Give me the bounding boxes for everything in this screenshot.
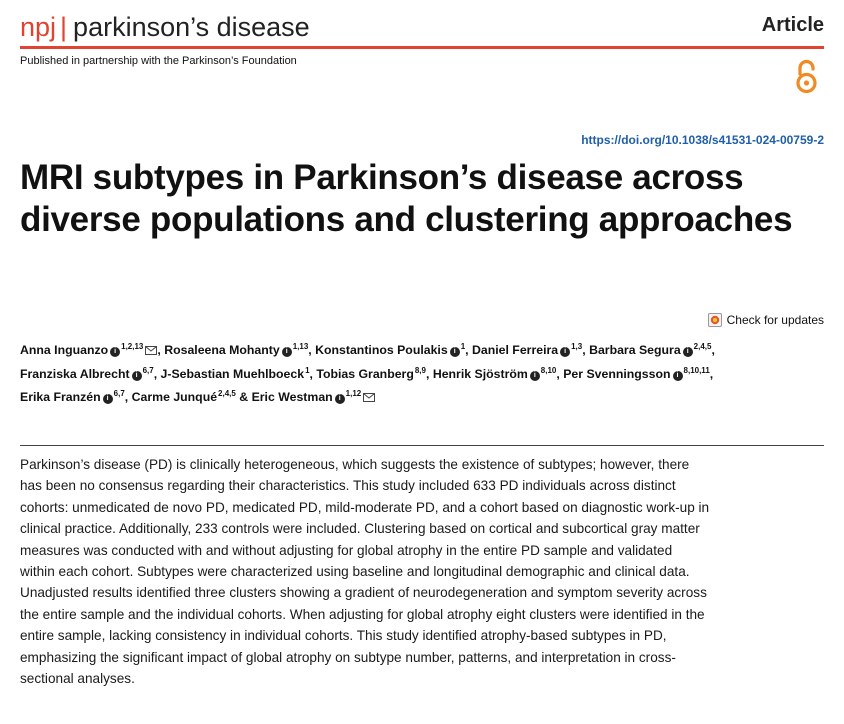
author-name: Barbara Segura: [589, 343, 681, 357]
author[interactable]: Franziska Albrecht i6,7: [20, 365, 154, 381]
journal-brand[interactable]: npj | parkinson’s disease: [20, 12, 310, 42]
author[interactable]: Daniel Ferreira i1,3: [471, 342, 583, 357]
check-for-updates-icon: [707, 313, 722, 327]
abstract-rule: [20, 445, 824, 446]
author-name: Rosaleena Mohanty: [164, 343, 280, 357]
author-affiliation: 6,7: [142, 365, 154, 375]
envelope-icon[interactable]: [145, 346, 158, 355]
orcid-icon[interactable]: i: [672, 370, 683, 381]
author-affiliation: 1,2,13: [121, 342, 144, 351]
journal-name: parkinson’s disease: [73, 12, 310, 42]
author[interactable]: Rosaleena Mohanty i1,13: [164, 342, 309, 357]
author-separator: ,: [709, 366, 714, 381]
author-affiliation: 8,10: [540, 365, 557, 375]
orcid-icon[interactable]: i: [281, 347, 292, 357]
orcid-icon[interactable]: i: [102, 394, 113, 404]
orcid-icon[interactable]: i: [449, 347, 460, 357]
author-name: Franziska Albrecht: [20, 366, 130, 381]
author-affiliation: 1: [305, 365, 310, 375]
author[interactable]: Henrik Sjöström i8,10: [432, 365, 557, 381]
author-separator: ,: [582, 343, 590, 357]
author-name: Per Svenningsson: [563, 366, 671, 381]
author-affiliation: 8,10,11: [683, 365, 710, 375]
check-for-updates-label: Check for updates: [726, 313, 824, 327]
author-separator: ,: [465, 343, 472, 357]
author-name: Henrik Sjöström: [432, 366, 528, 381]
open-access-lock-icon[interactable]: [794, 58, 820, 94]
author-name: Daniel Ferreira: [471, 343, 559, 357]
author-name: Eric Westman: [251, 390, 333, 404]
author-affiliation: 1: [460, 342, 466, 351]
author-separator: ,: [153, 366, 161, 381]
author-list: Anna Inguanzo i1,2,13, Rosaleena Mohanty i…: [20, 337, 824, 408]
partnership-note: Published in partnership with the Parkin…: [20, 55, 297, 67]
author[interactable]: Per Svenningsson i8,10,11: [563, 365, 710, 381]
author[interactable]: Eric Westman i1,12: [251, 389, 376, 404]
article-title: MRI subtypes in Parkinson’s disease acro…: [20, 158, 793, 239]
author-affiliation: 1,13: [292, 342, 309, 351]
journal-separator: |: [60, 12, 68, 42]
orcid-icon[interactable]: i: [110, 347, 121, 357]
header-rule: [20, 46, 824, 49]
orcid-icon[interactable]: i: [529, 370, 540, 381]
journal-header: npj | parkinson’s disease Article: [20, 8, 824, 48]
author-name: J-Sebastian Muehlboeck: [160, 366, 305, 381]
orcid-icon[interactable]: i: [560, 347, 571, 357]
author-affiliation: 8,9: [414, 365, 426, 375]
author-affiliation: 2,4,5: [218, 389, 236, 398]
author-separator: &: [235, 390, 252, 404]
author-affiliation: 6,7: [113, 389, 125, 398]
author-separator: ,: [124, 390, 132, 404]
orcid-icon[interactable]: i: [682, 347, 693, 357]
check-for-updates-button[interactable]: Check for updates: [707, 313, 824, 327]
author[interactable]: Barbara Segura i2,4,5: [589, 342, 712, 357]
author-affiliation: 1,12: [345, 389, 362, 398]
author-name: Erika Franzén: [20, 390, 101, 404]
author-separator: ,: [425, 366, 433, 381]
author[interactable]: Tobias Granberg8,9: [316, 365, 426, 381]
author[interactable]: Carme Junqué2,4,5: [131, 389, 236, 404]
journal-prefix: npj: [20, 12, 57, 42]
doi-link[interactable]: https://doi.org/10.1038/s41531-024-00759…: [581, 133, 824, 147]
author-name: Tobias Granberg: [316, 366, 414, 381]
author-separator: ,: [308, 343, 316, 357]
orcid-icon[interactable]: i: [334, 394, 345, 404]
abstract: Parkinson’s disease (PD) is clinically h…: [20, 457, 710, 687]
author-name: Anna Inguanzo: [20, 343, 109, 357]
article-type: Article: [761, 14, 824, 36]
author-separator: ,: [556, 366, 564, 381]
author-separator: ,: [309, 366, 317, 381]
author-name: Konstantinos Poulakis: [315, 343, 448, 357]
author-affiliation: 1,3: [571, 342, 583, 351]
author[interactable]: Anna Inguanzo i1,2,13: [20, 342, 158, 357]
author-separator: ,: [711, 343, 715, 357]
author-affiliation: 2,4,5: [693, 342, 712, 351]
author-name: Carme Junqué: [131, 390, 218, 404]
author[interactable]: J-Sebastian Muehlboeck1: [160, 365, 310, 381]
orcid-icon[interactable]: i: [131, 370, 142, 381]
author-separator: ,: [157, 343, 165, 357]
envelope-icon[interactable]: [363, 393, 376, 402]
author[interactable]: Erika Franzén i6,7: [20, 389, 125, 404]
author[interactable]: Konstantinos Poulakis i1: [315, 342, 466, 357]
